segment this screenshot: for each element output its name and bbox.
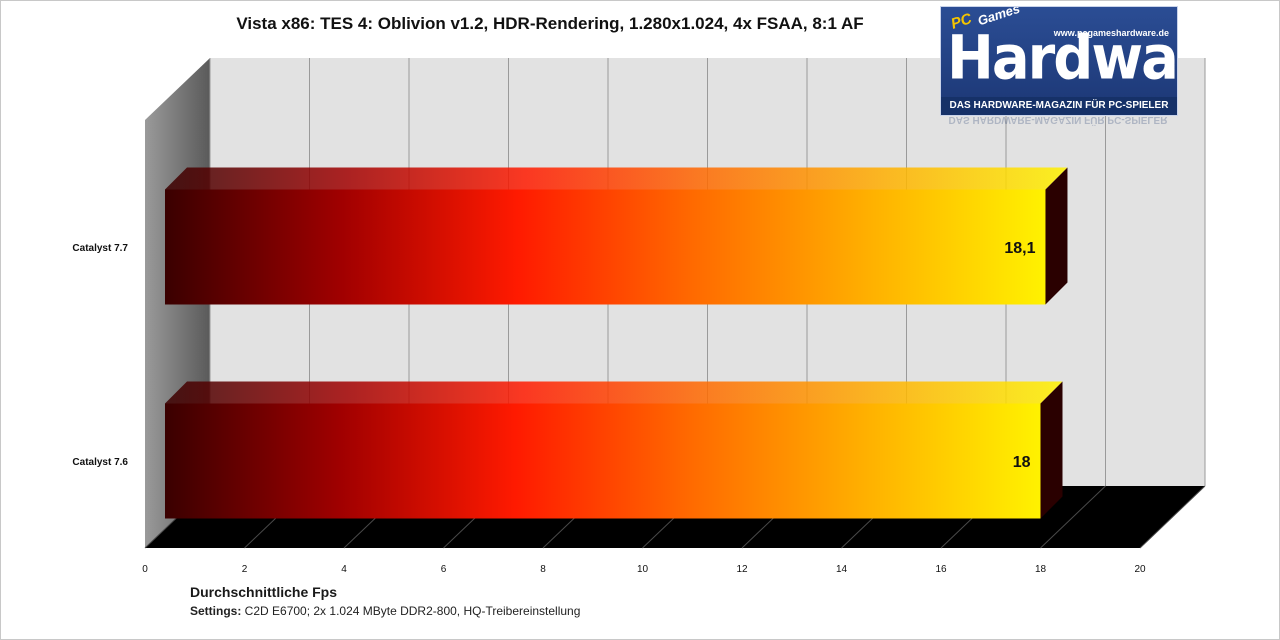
category-label: Catalyst 7.6 (72, 457, 128, 468)
floor-gridline (1040, 485, 1106, 549)
x-tick-label: 18 (1035, 564, 1047, 575)
bar-value-label: 18,1 (1004, 240, 1035, 257)
x-tick-label: 14 (836, 564, 848, 575)
bar-front-face (165, 403, 1041, 519)
logo-url: www.pcgameshardware.de (1053, 28, 1169, 38)
x-axis-label: Durchschnittliche Fps (190, 584, 338, 600)
logo-name: Hardware (947, 23, 1177, 94)
x-tick-label: 8 (540, 564, 546, 575)
logo-tagline: DAS HARDWARE-MAGAZIN FÜR PC-SPIELER (941, 97, 1177, 115)
x-tick-label: 16 (935, 564, 947, 575)
category-labels: Catalyst 7.7 Catalyst 7.6 (72, 243, 128, 468)
pcgh-logo: PC Games www.pcgameshardware.de Hardware… (940, 6, 1178, 116)
settings-text: C2D E6700; 2x 1.024 MByte DDR2-800, HQ-T… (241, 604, 581, 618)
x-tick-label: 20 (1134, 564, 1146, 575)
bar-top-face (165, 381, 1063, 404)
bar-value-label: 18 (1013, 454, 1031, 471)
x-tick-label: 12 (736, 564, 748, 575)
logo-reflection: DAS HARDWARE-MAGAZIN FÜR PC-SPIELER (940, 114, 1176, 128)
bar-end-face (1045, 167, 1068, 305)
category-label: Catalyst 7.7 (72, 243, 128, 254)
bar-front-face (165, 189, 1046, 305)
logo-reflection-text: DAS HARDWARE-MAGAZIN FÜR PC-SPIELER (948, 114, 1168, 125)
bar: 18,1 (165, 167, 1068, 305)
x-tick-label: 2 (242, 564, 248, 575)
floor-gridline (1139, 485, 1206, 549)
x-tick-label: 6 (441, 564, 447, 575)
bar: 18 (165, 381, 1063, 519)
settings-label: Settings: (190, 604, 242, 618)
x-tick-label: 4 (341, 564, 347, 575)
x-tick-labels: 0 2 4 6 8 10 12 14 16 18 20 (142, 564, 1146, 575)
settings-note: Settings: C2D E6700; 2x 1.024 MByte DDR2… (190, 604, 580, 618)
chart-bars: 18,1 18 (165, 167, 1068, 519)
chart-title: Vista x86: TES 4: Oblivion v1.2, HDR-Ren… (236, 14, 864, 33)
x-tick-label: 0 (142, 564, 148, 575)
x-tick-label: 10 (637, 564, 649, 575)
bar-end-face (1040, 381, 1063, 519)
bar-top-face (165, 167, 1068, 190)
